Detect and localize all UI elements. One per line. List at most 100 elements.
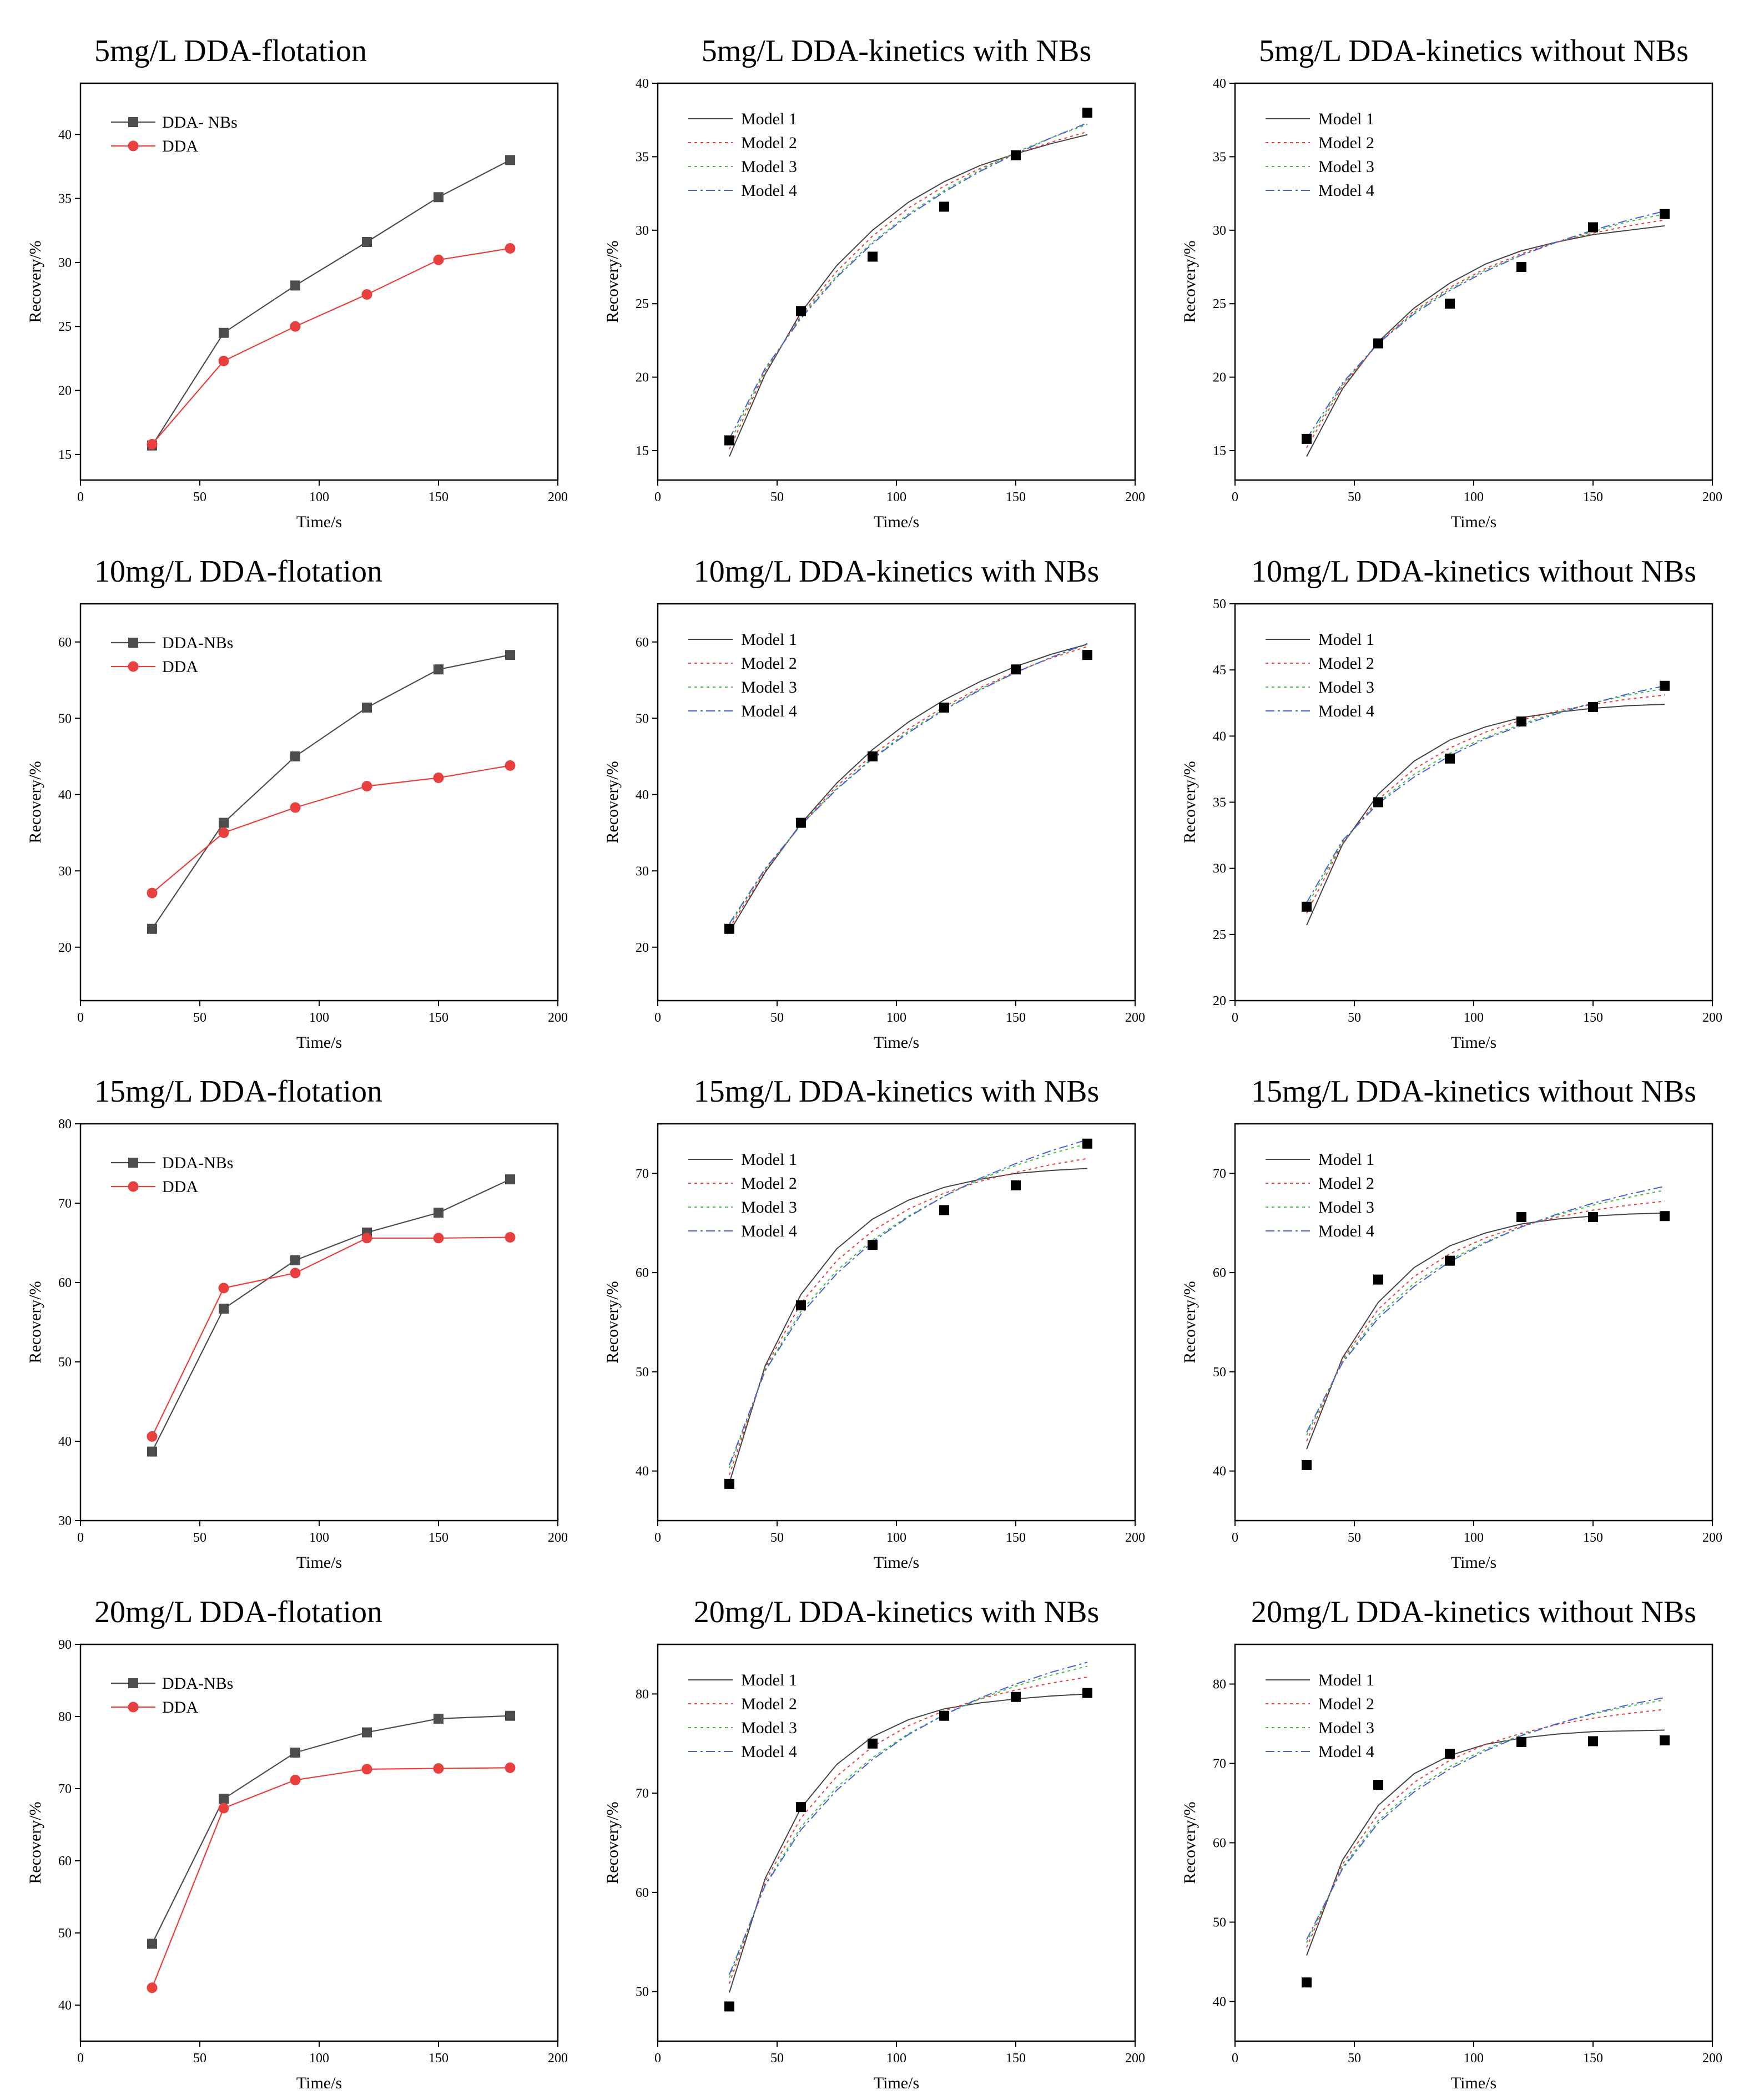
data-point bbox=[1516, 1212, 1526, 1223]
legend-label: Model 3 bbox=[1318, 1198, 1374, 1216]
plot-frame bbox=[79, 1643, 559, 2042]
x-tick-label: 0 bbox=[77, 1531, 84, 1545]
x-tick-label: 100 bbox=[309, 2051, 329, 2066]
data-point bbox=[1373, 797, 1383, 807]
model-curve-3 bbox=[729, 1143, 1088, 1468]
y-tick-label: 60 bbox=[1213, 1836, 1226, 1851]
x-tick-label: 50 bbox=[1348, 1531, 1361, 1545]
chart-title: 15mg/L DDA-flotation bbox=[94, 1074, 382, 1109]
series-line-1 bbox=[152, 1236, 511, 1437]
legend-label: Model 3 bbox=[1318, 678, 1374, 696]
y-tick-label: 30 bbox=[1213, 862, 1226, 876]
x-tick-label: 50 bbox=[770, 2051, 784, 2066]
y-tick-label: 20 bbox=[1213, 371, 1226, 385]
model-curve-4 bbox=[729, 1139, 1088, 1466]
legend-marker bbox=[128, 117, 138, 127]
data-point bbox=[868, 751, 878, 761]
data-point bbox=[434, 664, 443, 675]
model-curve-2 bbox=[729, 131, 1088, 450]
y-axis-label: Recovery/% bbox=[603, 240, 622, 322]
data-point bbox=[290, 1255, 300, 1265]
x-tick-label: 100 bbox=[886, 1531, 906, 1545]
data-point bbox=[1373, 338, 1383, 349]
legend-label: Model 1 bbox=[741, 1671, 797, 1689]
model-curve-4 bbox=[1306, 210, 1665, 440]
plot-frame bbox=[79, 603, 559, 1002]
data-point bbox=[361, 289, 372, 300]
y-tick-label: 50 bbox=[58, 1355, 72, 1370]
chart-c4: 10mg/L DDA-flotation 0 50 100 150 200 20 30 40 50… bbox=[26, 554, 568, 1052]
data-point bbox=[939, 1710, 949, 1721]
model-curve-2 bbox=[1306, 1709, 1665, 1948]
data-point bbox=[361, 781, 372, 792]
y-tick-label: 60 bbox=[636, 1886, 649, 1900]
legend-label: Model 4 bbox=[741, 702, 797, 720]
x-axis-label: Time/s bbox=[874, 1553, 919, 1572]
y-axis-label: Recovery/% bbox=[603, 761, 622, 843]
y-tick-label: 30 bbox=[636, 224, 649, 238]
model-curve-4 bbox=[1306, 685, 1665, 903]
x-tick-label: 50 bbox=[193, 1011, 206, 1025]
model-curve-1 bbox=[729, 1168, 1088, 1483]
x-tick-label: 150 bbox=[1583, 1011, 1603, 1025]
y-tick-label: 20 bbox=[58, 384, 72, 398]
x-tick-label: 0 bbox=[654, 1011, 661, 1025]
legend-label: Model 4 bbox=[741, 181, 797, 200]
y-tick-label: 60 bbox=[58, 1854, 72, 1869]
x-tick-label: 100 bbox=[886, 2051, 906, 2066]
y-tick-label: 35 bbox=[636, 150, 649, 164]
x-tick-label: 50 bbox=[770, 1011, 784, 1025]
y-tick-label: 40 bbox=[636, 788, 649, 802]
x-tick-label: 100 bbox=[1464, 490, 1484, 504]
data-point bbox=[218, 1283, 229, 1294]
model-curve-4 bbox=[1306, 1697, 1665, 1940]
data-point bbox=[147, 887, 158, 898]
y-tick-label: 70 bbox=[1213, 1757, 1226, 1771]
y-tick-label: 40 bbox=[1213, 1995, 1226, 2010]
data-point bbox=[147, 438, 158, 450]
x-tick-label: 150 bbox=[1006, 1011, 1026, 1025]
legend-label: Model 1 bbox=[1318, 630, 1374, 649]
plot-frame bbox=[1234, 82, 1713, 481]
data-point bbox=[1445, 1749, 1455, 1759]
x-tick-label: 50 bbox=[1348, 2051, 1361, 2066]
legend-label: Model 3 bbox=[741, 1719, 797, 1737]
data-point bbox=[1373, 1274, 1383, 1285]
legend-label: Model 2 bbox=[1318, 654, 1374, 673]
chart-c9: 15mg/L DDA-kinetics without NBs 0 50 100 150… bbox=[1181, 1074, 1722, 1572]
x-tick-label: 50 bbox=[1348, 490, 1361, 504]
chart-title: 10mg/L DDA-flotation bbox=[94, 554, 382, 589]
legend-label: Model 2 bbox=[1318, 1695, 1374, 1713]
legend-marker bbox=[128, 1181, 139, 1192]
y-tick-label: 30 bbox=[58, 1514, 72, 1528]
legend-label: DDA bbox=[162, 137, 198, 155]
model-curve-2 bbox=[729, 1677, 1088, 1984]
model-curve-1 bbox=[1306, 704, 1665, 926]
chart-title: 20mg/L DDA-kinetics without NBs bbox=[1251, 1595, 1696, 1629]
y-tick-label: 70 bbox=[636, 1786, 649, 1801]
data-point bbox=[147, 1431, 158, 1442]
x-tick-label: 150 bbox=[1583, 2051, 1603, 2066]
data-point bbox=[1373, 1780, 1383, 1790]
legend-label: Model 1 bbox=[741, 630, 797, 649]
y-tick-label: 25 bbox=[636, 297, 649, 311]
data-point bbox=[434, 1713, 443, 1724]
y-tick-label: 25 bbox=[1213, 297, 1226, 311]
legend-label: Model 4 bbox=[1318, 1743, 1374, 1761]
y-tick-label: 60 bbox=[1213, 1266, 1226, 1280]
y-tick-label: 30 bbox=[636, 864, 649, 879]
y-axis-label: Recovery/% bbox=[603, 1281, 622, 1363]
x-axis-label: Time/s bbox=[874, 513, 919, 531]
data-point bbox=[290, 1268, 301, 1279]
y-tick-label: 15 bbox=[636, 444, 649, 458]
legend-label: DDA bbox=[162, 1698, 198, 1717]
x-tick-label: 150 bbox=[429, 2051, 448, 2066]
y-tick-label: 70 bbox=[1213, 1167, 1226, 1181]
data-point bbox=[290, 1748, 300, 1758]
legend-label: Model 4 bbox=[741, 1222, 797, 1240]
data-point bbox=[505, 1762, 516, 1773]
x-axis-label: Time/s bbox=[1451, 1033, 1496, 1052]
x-tick-label: 100 bbox=[309, 1011, 329, 1025]
y-tick-label: 60 bbox=[58, 1276, 72, 1290]
data-point bbox=[1082, 107, 1092, 118]
